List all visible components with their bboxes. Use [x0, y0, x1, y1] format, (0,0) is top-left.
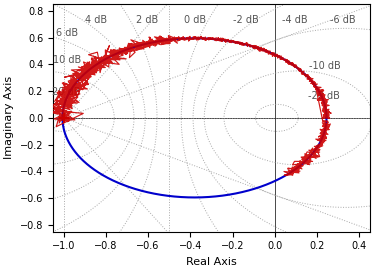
Text: 2 dB: 2 dB	[136, 15, 158, 25]
Text: 20 dB: 20 dB	[52, 87, 81, 97]
Text: -10 dB: -10 dB	[309, 61, 340, 71]
Text: 6 dB: 6 dB	[56, 28, 78, 38]
Text: -2 dB: -2 dB	[233, 15, 259, 25]
Text: 4 dB: 4 dB	[85, 15, 107, 25]
X-axis label: Real Axis: Real Axis	[186, 257, 237, 267]
Y-axis label: Imaginary Axis: Imaginary Axis	[4, 76, 14, 159]
Text: -4 dB: -4 dB	[282, 15, 308, 25]
Text: -20 dB: -20 dB	[309, 91, 340, 101]
Text: 10 dB: 10 dB	[53, 55, 81, 65]
Text: 0 dB: 0 dB	[184, 15, 206, 25]
Text: -6 dB: -6 dB	[329, 15, 355, 25]
